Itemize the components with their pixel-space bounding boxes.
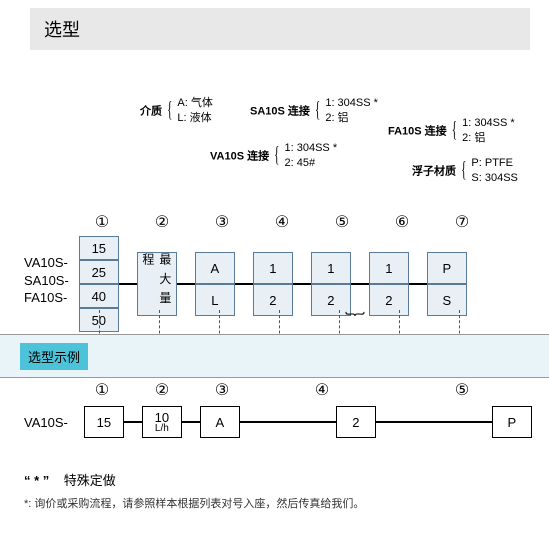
prefix-sa10s: SA10S-: [24, 272, 69, 290]
ex-circle-3: ③: [212, 380, 232, 400]
cell-c5-1: 1: [311, 252, 351, 284]
footnotes: “ * ” 特殊定做 *: 询价或采购流程，请参照样本根据列表对号入座，然后传真…: [24, 470, 364, 511]
ex-circle-5: ⑤: [452, 380, 472, 400]
ex-circle-1: ①: [92, 380, 112, 400]
circle-4: ④: [272, 212, 292, 232]
example-prefix: VA10S-: [24, 415, 68, 430]
circle-2: ②: [152, 212, 172, 232]
legend: 介质 { A: 气体 L: 液体 SA10S 连接 { 1: 304SS * 2…: [140, 86, 540, 206]
example-circles: ① ② ③ ④ ⑤: [92, 380, 512, 400]
ex-cell-2: 10 L/h: [142, 406, 182, 438]
ex-circle-4: ④: [312, 380, 332, 400]
col-3: A L: [195, 252, 235, 316]
ex-cell-5: P: [492, 406, 532, 438]
ex-cell-4: 2: [336, 406, 376, 438]
footnote-asterisk: “ * ”: [24, 473, 49, 488]
cell-c6-1: 1: [369, 252, 409, 284]
cell-c2: 最 大 量 程: [137, 252, 177, 316]
legend-fa10s-label: FA10S 连接: [388, 125, 447, 137]
circle-5: ⑤: [332, 212, 352, 232]
legend-fa10s-opt-2: 2: 铝: [462, 132, 485, 144]
legend-sa10s-label: SA10S 连接: [250, 105, 310, 117]
legend-float-label: 浮子材质: [412, 165, 456, 177]
cell-c1-40: 40: [79, 284, 119, 308]
prefix-va10s: VA10S-: [24, 254, 69, 272]
ex-circle-2: ②: [152, 380, 172, 400]
page-title: 选型: [30, 8, 530, 50]
cell-c7-p: P: [427, 252, 467, 284]
circle-6: ⑥: [392, 212, 412, 232]
example-band: 选型示例: [0, 334, 549, 378]
legend-va10s-opt-2: 2: 45#: [285, 157, 316, 169]
example-row: VA10S- 15 10 L/h A 2 P: [24, 406, 532, 438]
legend-medium-opt-l: L: 液体: [177, 112, 211, 124]
circle-3: ③: [212, 212, 232, 232]
legend-va10s-opt-1: 1: 304SS *: [285, 142, 338, 154]
legend-sa10s-opt-2: 2: 铝: [325, 112, 348, 124]
legend-medium-label: 介质: [140, 105, 162, 117]
ex-cell-3: A: [200, 406, 240, 438]
legend-float-opt-p: P: PTFE: [471, 157, 513, 169]
circle-7: ⑦: [452, 212, 472, 232]
cell-c1-15: 15: [79, 236, 119, 260]
cell-c4-1: 1: [253, 252, 293, 284]
col-4: 1 2: [253, 252, 293, 316]
legend-medium-opt-a: A: 气体: [177, 97, 212, 109]
prefix-labels: VA10S- SA10S- FA10S-: [24, 254, 69, 307]
column-headers: ① ② ③ ④ ⑤ ⑥ ⑦: [92, 212, 472, 232]
prefix-fa10s: FA10S-: [24, 289, 69, 307]
legend-float-opt-s: S: 304SS: [471, 172, 517, 184]
legend-sa10s-opt-1: 1: 304SS *: [325, 97, 378, 109]
footnote-instructions: *: 询价或采购流程，请参照样本根据列表对号入座，然后传真给我们。: [24, 495, 364, 511]
ex-cell-1: 15: [84, 406, 124, 438]
example-label: 选型示例: [20, 343, 88, 370]
col-2: 最 大 量 程: [137, 252, 177, 316]
circle-1: ①: [92, 212, 112, 232]
footnote-special: 特殊定做: [64, 473, 116, 488]
legend-va10s-label: VA10S 连接: [210, 150, 269, 162]
legend-fa10s-opt-1: 1: 304SS *: [462, 117, 515, 129]
cell-c3-a: A: [195, 252, 235, 284]
col-7: P S: [427, 252, 467, 316]
cell-c1-25: 25: [79, 260, 119, 284]
